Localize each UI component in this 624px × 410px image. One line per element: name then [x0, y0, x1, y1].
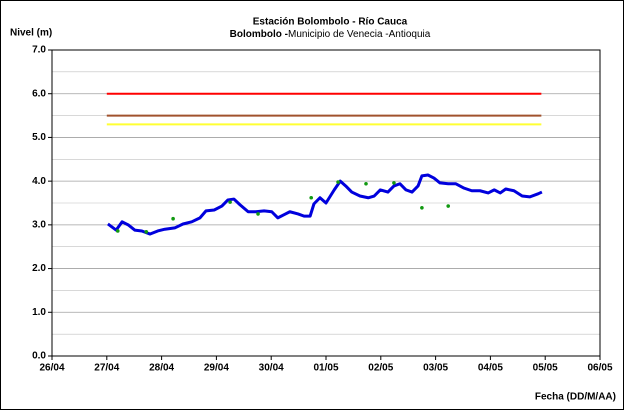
data-point: [336, 180, 340, 184]
data-point: [309, 195, 314, 200]
y-tick-label: 1.0: [32, 307, 46, 318]
y-tick-label: 5.0: [32, 132, 46, 143]
x-tick-label: 26/04: [39, 363, 64, 374]
x-tick-label: 05/05: [533, 363, 558, 374]
y-tick-label: 4.0: [32, 176, 46, 187]
data-point: [144, 230, 149, 234]
plot-border: [51, 49, 601, 357]
data-point: [256, 212, 260, 216]
x-tick-label: 03/05: [423, 363, 448, 374]
data-point: [115, 229, 120, 233]
x-tick-label: 29/04: [204, 363, 229, 374]
y-tick-label: 7.0: [32, 45, 46, 56]
data-point: [420, 206, 424, 210]
data-point: [446, 204, 451, 208]
subtitle-bold: Bolombolo -: [230, 29, 288, 40]
data-point: [364, 181, 368, 186]
y-tick-label: 3.0: [32, 219, 46, 230]
data-line: [107, 173, 543, 236]
subtitle-rest: Municipio de Venecia -Antioquia: [288, 29, 431, 40]
y-tick-label: 0.0: [32, 351, 46, 362]
y-tick-label: 6.0: [32, 88, 46, 99]
x-tick-label: 04/05: [478, 363, 503, 374]
data-point: [171, 216, 175, 221]
x-tick-label: 02/05: [368, 363, 393, 374]
data-point: [392, 181, 396, 185]
x-tick-label: 27/04: [94, 363, 119, 374]
data-point: [228, 200, 232, 204]
y-axis-label: Nivel (m): [10, 28, 52, 39]
x-tick-label: 01/05: [313, 363, 338, 374]
x-tick-label: 30/04: [259, 363, 284, 374]
chart-subtitle: Bolombolo -Municipio de Venecia -Antioqu…: [230, 29, 431, 40]
x-tick-label: 06/05: [587, 363, 612, 374]
x-tick-label: 28/04: [149, 363, 174, 374]
x-axis-label: Fecha (DD/M/AA): [535, 392, 616, 403]
chart-title: Estación Bolombolo - Río Cauca: [253, 17, 408, 28]
y-tick-label: 2.0: [32, 263, 46, 274]
